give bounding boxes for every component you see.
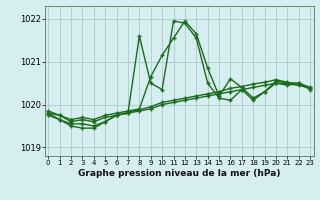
X-axis label: Graphe pression niveau de la mer (hPa): Graphe pression niveau de la mer (hPa) (78, 169, 280, 178)
